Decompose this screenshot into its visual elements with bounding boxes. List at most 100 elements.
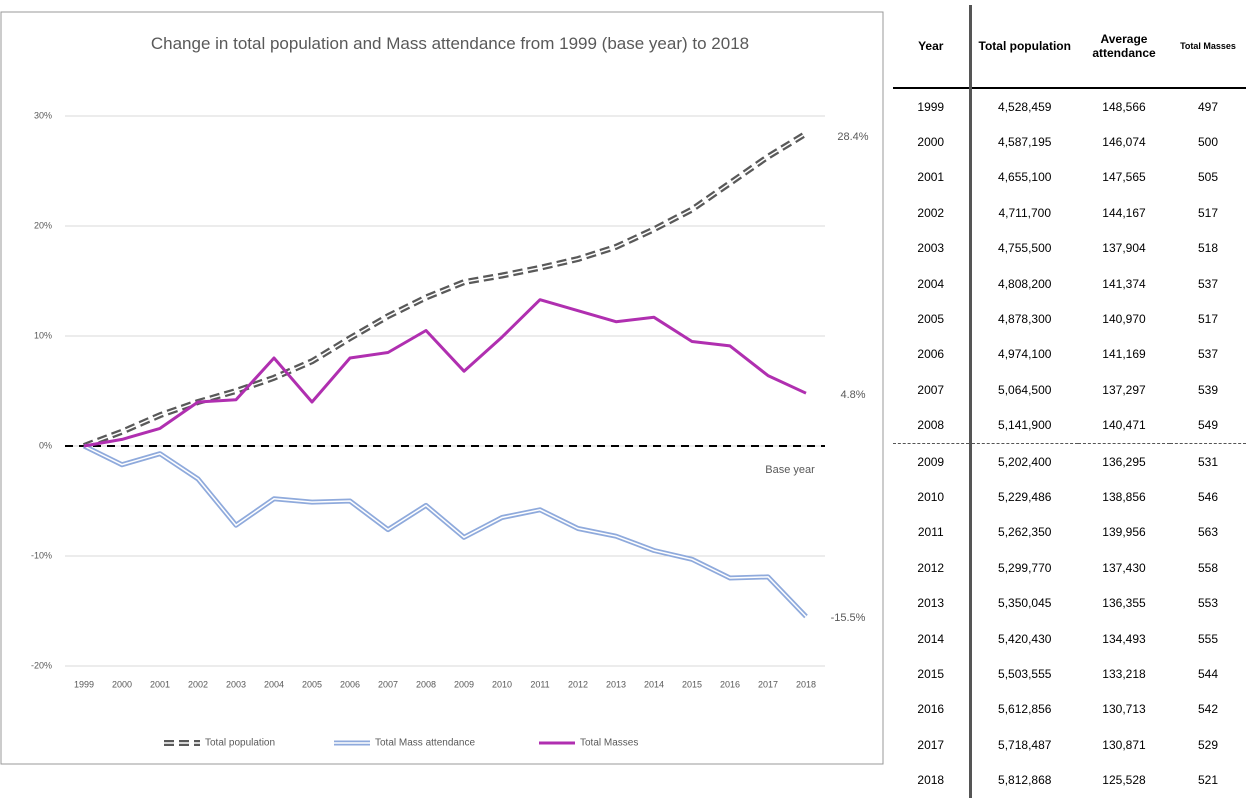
table-row: 2002 4,711,700 144,167 517 (893, 195, 1246, 231)
table-cell: 144,167 (1102, 205, 1146, 220)
header-cell: Average attendance (1078, 5, 1170, 89)
table-cell: 539 (1197, 382, 1219, 397)
table-row: 2007 5,064,500 137,297 539 (893, 372, 1246, 408)
table-row: 2001 4,655,100 147,565 505 (893, 159, 1246, 196)
table-cell: 134,493 (1102, 631, 1146, 646)
table-cell: 140,471 (1078, 407, 1170, 444)
table-cell: 563 (1197, 525, 1219, 540)
table-cell: 1999 (893, 88, 972, 125)
table-cell: 517 (1197, 312, 1219, 327)
table-cell: 2008 (893, 407, 972, 444)
table-cell: 517 (1197, 205, 1219, 220)
table-cell: 4,974,100 (998, 347, 1052, 362)
x-tick-label: 2015 (682, 679, 702, 689)
table-cell: 4,808,200 (998, 276, 1052, 291)
table-cell: 137,904 (1102, 241, 1146, 256)
table-cell: 5,229,486 (998, 489, 1052, 504)
annotation: -15.5% (831, 612, 866, 624)
table-cell: 2001 (893, 159, 972, 196)
data-table: Year Total population Average attendance To… (893, 5, 1246, 798)
table-row: 2014 5,420,430 134,493 555 (893, 620, 1246, 657)
table-cell: 546 (1197, 489, 1219, 504)
table-row: 2010 5,229,486 138,856 546 (893, 479, 1246, 515)
table-cell: 531 (1197, 454, 1219, 469)
table-row: 2012 5,299,770 137,430 558 (893, 550, 1246, 586)
table-cell: 2009 (893, 443, 972, 480)
table-row: 2000 4,587,195 146,074 500 (893, 124, 1246, 160)
line-highlight (83, 445, 807, 618)
table-cell: 549 (1170, 407, 1246, 444)
table-cell: 147,565 (1102, 170, 1146, 185)
table-cell: 136,355 (1102, 596, 1146, 611)
x-tick-label: 2000 (112, 679, 132, 689)
table-cell: 2013 (893, 585, 972, 621)
y-tick-label: -10% (31, 550, 52, 560)
table-cell: 2016 (893, 691, 972, 728)
table-cell: 141,374 (1102, 276, 1146, 291)
table-cell: 5,202,400 (998, 454, 1052, 469)
table-cell: 125,528 (1102, 773, 1146, 788)
annotation: 28.4% (837, 131, 868, 143)
table-row: 2013 5,350,045 136,355 553 (893, 585, 1246, 621)
table-cell: 555 (1197, 631, 1219, 646)
table-cell: 2004 (893, 265, 972, 302)
table-cell: 558 (1197, 560, 1219, 575)
table-row: 2005 4,878,300 140,970 517 (893, 301, 1246, 337)
table-cell: 4,755,500 (998, 241, 1052, 256)
table-cell: 139,956 (1102, 525, 1146, 540)
x-tick-label: 1999 (74, 679, 94, 689)
table-cell: 148,566 (1102, 99, 1146, 114)
table-cell: 2006 (893, 336, 972, 373)
table-cell: 542 (1197, 702, 1219, 717)
y-tick-label: 0% (39, 440, 52, 450)
x-tick-label: 2007 (378, 679, 398, 689)
table-cell: 2007 (893, 372, 972, 408)
table-cell: 2018 (893, 762, 972, 798)
table-cell: 537 (1197, 276, 1219, 291)
table-cell: 2017 (893, 727, 972, 763)
table-cell: 5,299,770 (998, 560, 1052, 575)
table-cell: 130,713 (1102, 702, 1146, 717)
table-row: 2015 5,503,555 133,218 544 (893, 656, 1246, 692)
x-tick-label: 2016 (720, 679, 740, 689)
x-tick-label: 2001 (150, 679, 170, 689)
chart-title: Change in total population and Mass atte… (150, 34, 750, 53)
x-tick-label: 2013 (606, 679, 626, 689)
table-row: 2006 4,974,100 141,169 537 (893, 336, 1246, 373)
table-cell: 5,718,487 (998, 737, 1052, 752)
table-row: 2017 5,718,487 130,871 529 (893, 727, 1246, 763)
table-cell: 505 (1197, 170, 1219, 185)
x-tick-label: 2002 (188, 679, 208, 689)
legend-label: Total Mass attendance (375, 738, 475, 749)
annotation: 4.8% (840, 389, 865, 401)
chart: -20% -10% 0% 10% 20% 30% 1999 2000 2001 2002 2003 2… (0, 11, 884, 765)
table-cell: 137,430 (1102, 560, 1146, 575)
table-cell: 4,878,300 (998, 312, 1052, 327)
table-cell: 529 (1197, 737, 1219, 752)
table-cell: 2011 (893, 514, 972, 551)
table-cell: 544 (1197, 666, 1219, 681)
header-cell: Year (893, 5, 972, 89)
table-cell: 2000 (893, 124, 972, 160)
table-cell: 5,420,430 (998, 631, 1052, 646)
table-cell: 136,295 (1102, 454, 1146, 469)
table-cell: 5,064,500 (998, 382, 1052, 397)
table-row: 2016 5,612,856 130,713 542 (893, 691, 1246, 728)
x-tick-label: 2003 (226, 679, 246, 689)
table-cell: 5,262,350 (998, 525, 1052, 540)
y-tick-label: 10% (34, 330, 52, 340)
table-cell: 4,587,195 (998, 135, 1052, 150)
table-cell: 518 (1197, 241, 1219, 256)
table-row: 2003 4,755,500 137,904 518 (893, 230, 1246, 266)
legend-label: Total Masses (580, 738, 638, 749)
table-cell: 4,655,100 (998, 170, 1052, 185)
x-tick-label: 2009 (454, 679, 474, 689)
chart-frame (0, 11, 884, 765)
annotation: Base year (765, 464, 815, 476)
x-tick-label: 2018 (796, 679, 816, 689)
table-row: 2018 5,812,868 125,528 521 (893, 762, 1246, 798)
legend-label: Total population (205, 738, 275, 749)
table-cell: 2005 (893, 301, 972, 337)
table-header: Year Total population Average attendance To… (893, 5, 1246, 89)
table-cell: 2002 (893, 195, 972, 231)
